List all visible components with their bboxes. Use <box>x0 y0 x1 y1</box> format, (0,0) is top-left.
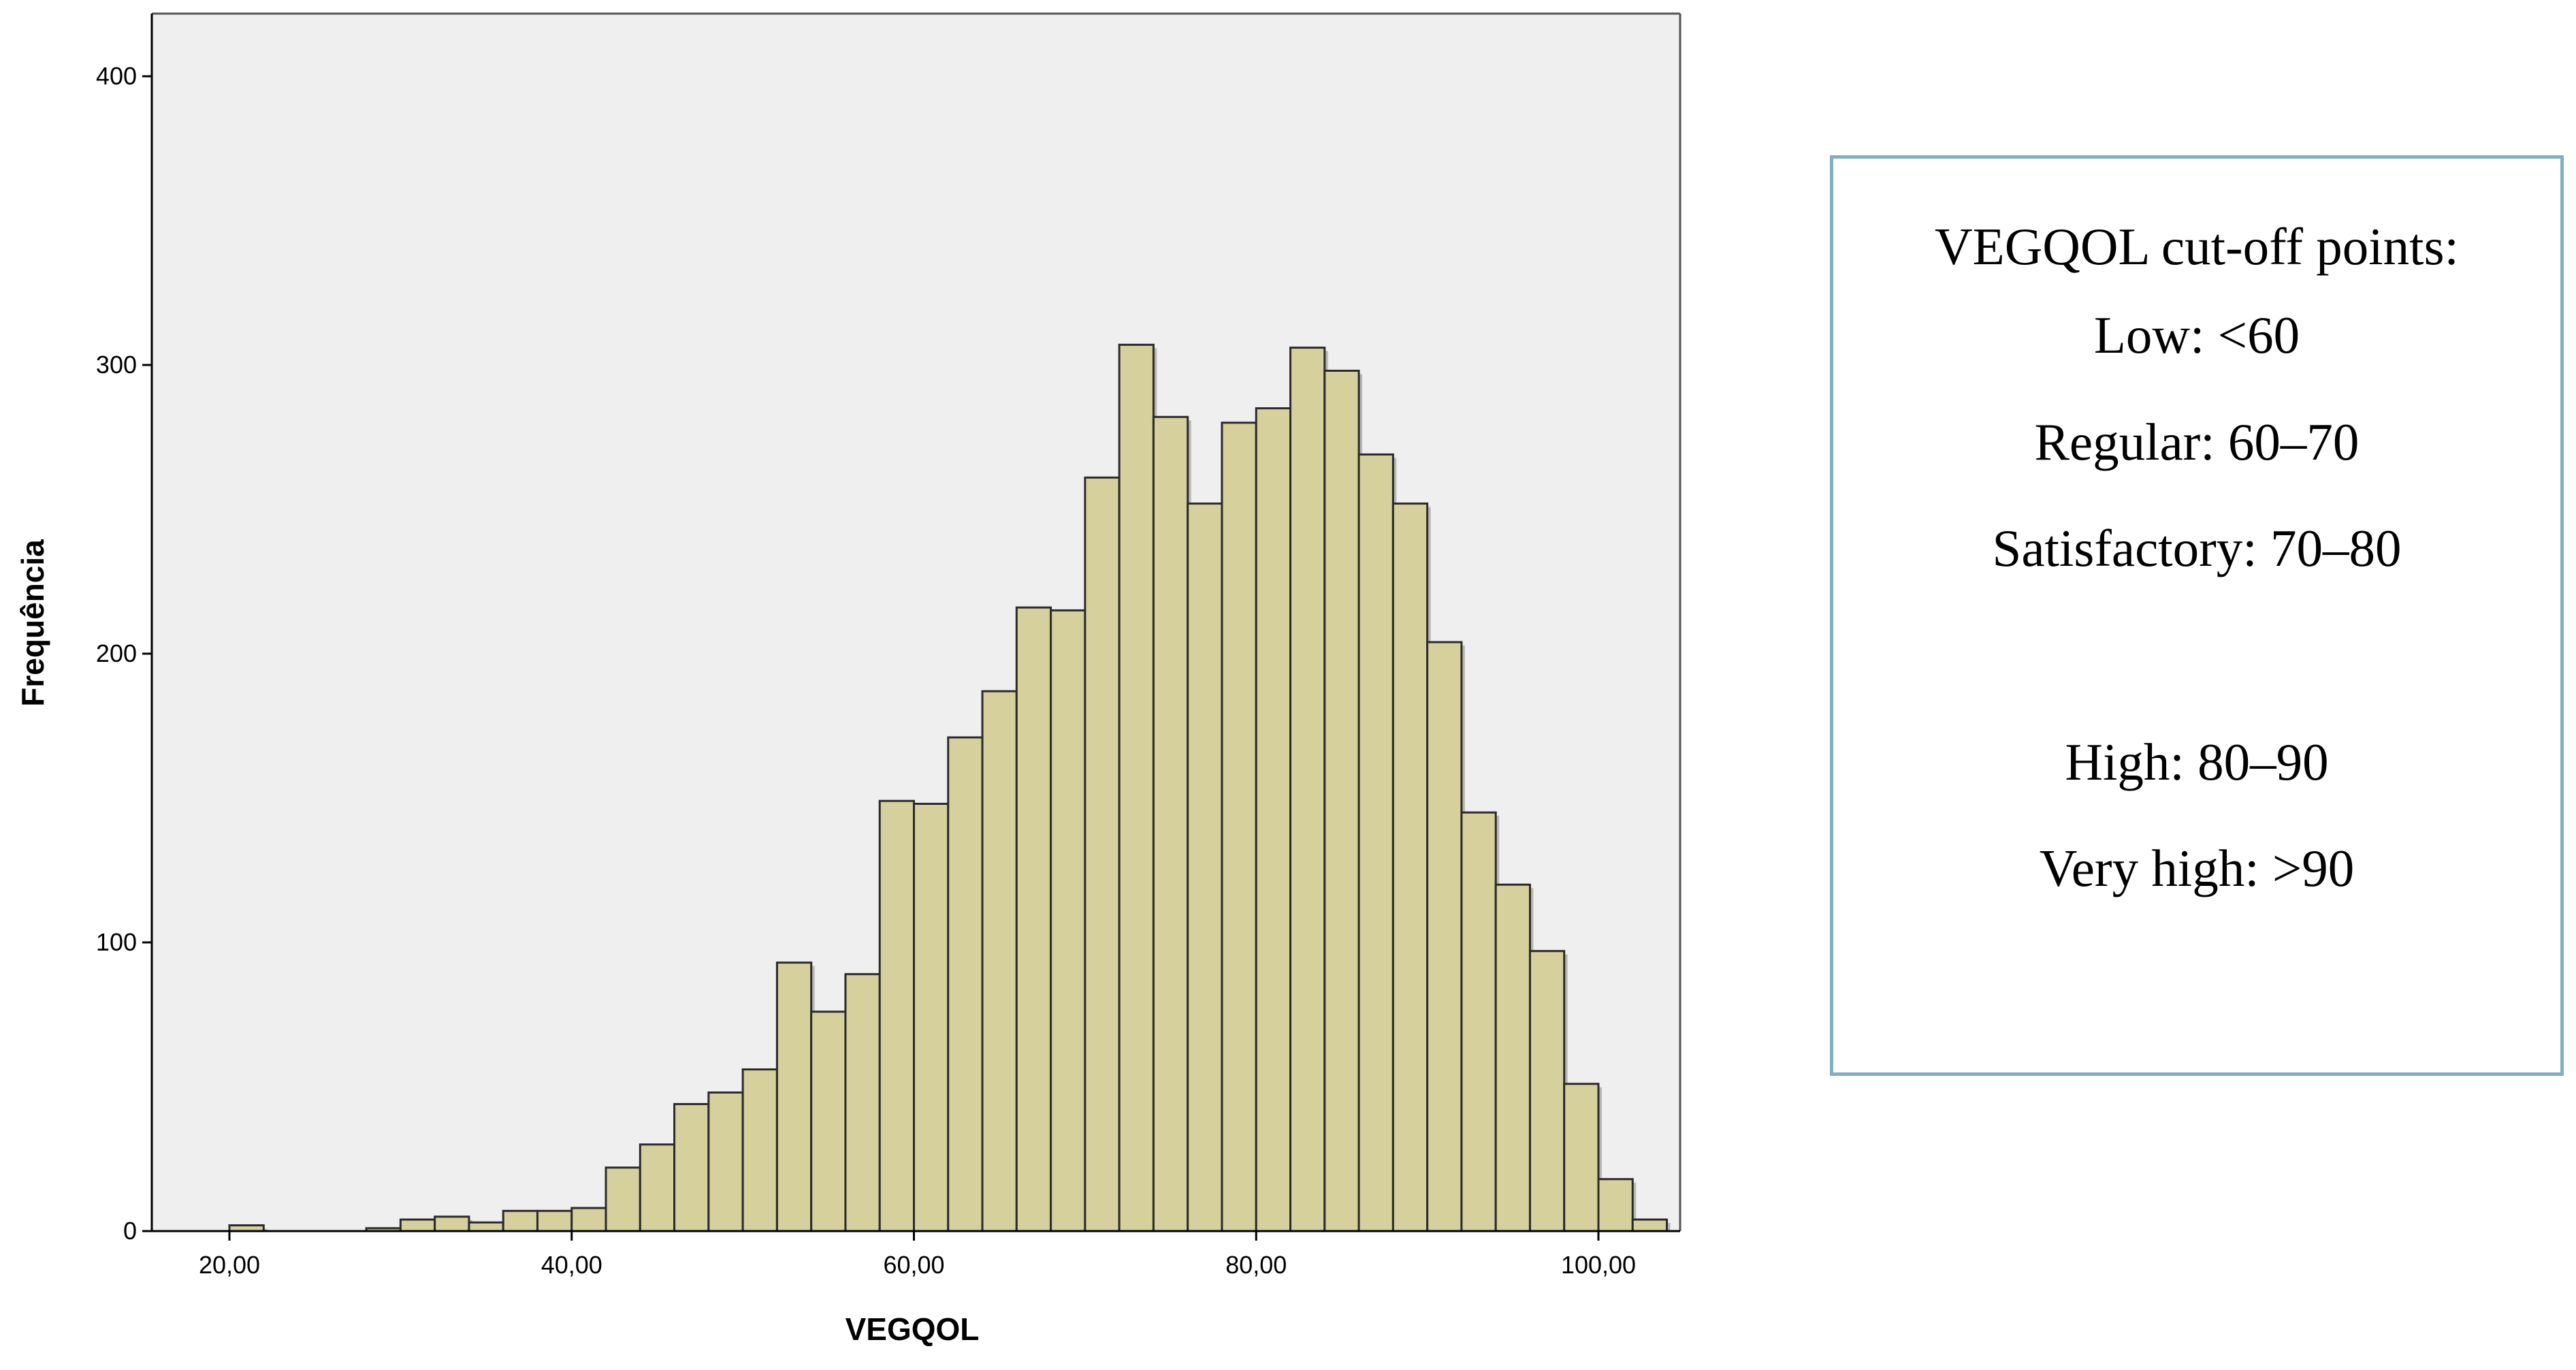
histogram-bar <box>434 1215 470 1232</box>
histogram-bar <box>1289 347 1326 1232</box>
cutoff-points-box: VEGQOL cut-off points: Low: <60 Regular:… <box>1830 155 2564 1076</box>
histogram-bar <box>981 690 1018 1232</box>
histogram-bar <box>1323 369 1360 1232</box>
histogram-bar <box>1221 421 1257 1232</box>
y-tick-label: 100 <box>96 928 137 956</box>
histogram-bar <box>1084 476 1121 1232</box>
histogram-bar <box>1015 606 1052 1232</box>
histogram-bar <box>1426 641 1463 1232</box>
x-tick-label: 80,00 <box>1225 1251 1287 1279</box>
histogram-bar <box>878 799 915 1232</box>
histogram-bar <box>1255 407 1292 1232</box>
cutoff-satisfactory: Satisfactory: 70–80 <box>1992 519 2402 577</box>
histogram-bar <box>570 1207 607 1232</box>
histogram-bar <box>844 973 881 1232</box>
cutoff-high: High: 80–90 <box>2065 733 2329 791</box>
cutoff-title: VEGQOL cut-off points: <box>1935 217 2459 276</box>
histogram-bar <box>1118 343 1155 1232</box>
y-tick-label: 200 <box>96 639 137 667</box>
histogram-bar <box>605 1166 641 1232</box>
histogram-bar <box>399 1218 436 1232</box>
y-tick-label: 300 <box>96 351 137 379</box>
histogram-bar <box>810 1010 847 1232</box>
histogram-bar <box>741 1068 778 1232</box>
histogram-bar <box>1050 609 1086 1232</box>
x-tick-label: 60,00 <box>883 1251 944 1279</box>
y-axis-title: Frequência <box>15 539 50 707</box>
x-tick-label: 100,00 <box>1561 1251 1636 1279</box>
histogram-bar <box>1494 883 1531 1232</box>
cutoff-very-high: Very high: >90 <box>2039 839 2355 897</box>
histogram-bar <box>673 1102 710 1232</box>
histogram-bar <box>639 1143 676 1232</box>
y-tick-label: 400 <box>96 62 137 90</box>
histogram-bar <box>1597 1178 1634 1232</box>
histogram-bar <box>1187 503 1223 1232</box>
histogram-bar <box>707 1091 744 1232</box>
x-tick-label: 20,00 <box>199 1251 260 1279</box>
bars-group <box>228 343 1671 1232</box>
cutoff-regular: Regular: 60–70 <box>2034 413 2360 471</box>
histogram-bar <box>502 1209 538 1232</box>
ticks-group: 20,00 40,00 60,00 80,00 100,00 0 100 200 300 400 <box>96 62 1636 1279</box>
histogram-bar <box>536 1209 573 1232</box>
histogram-bar <box>1391 503 1429 1232</box>
histogram-bar <box>1631 1218 1669 1232</box>
histogram-bar <box>1528 950 1566 1232</box>
y-tick-label: 0 <box>123 1217 137 1245</box>
x-axis-title: VEGQOL <box>846 1311 980 1347</box>
histogram-bar <box>913 802 950 1232</box>
histogram-bar <box>468 1221 504 1232</box>
histogram-bar <box>1563 1083 1600 1232</box>
histogram-bar <box>775 961 813 1232</box>
cutoff-low: Low: <60 <box>2093 306 2300 364</box>
x-tick-label: 40,00 <box>541 1251 602 1279</box>
histogram-bar <box>1460 811 1497 1232</box>
histogram-bar <box>947 736 984 1232</box>
histogram-bar <box>1152 415 1189 1232</box>
histogram-bar <box>1357 453 1394 1232</box>
